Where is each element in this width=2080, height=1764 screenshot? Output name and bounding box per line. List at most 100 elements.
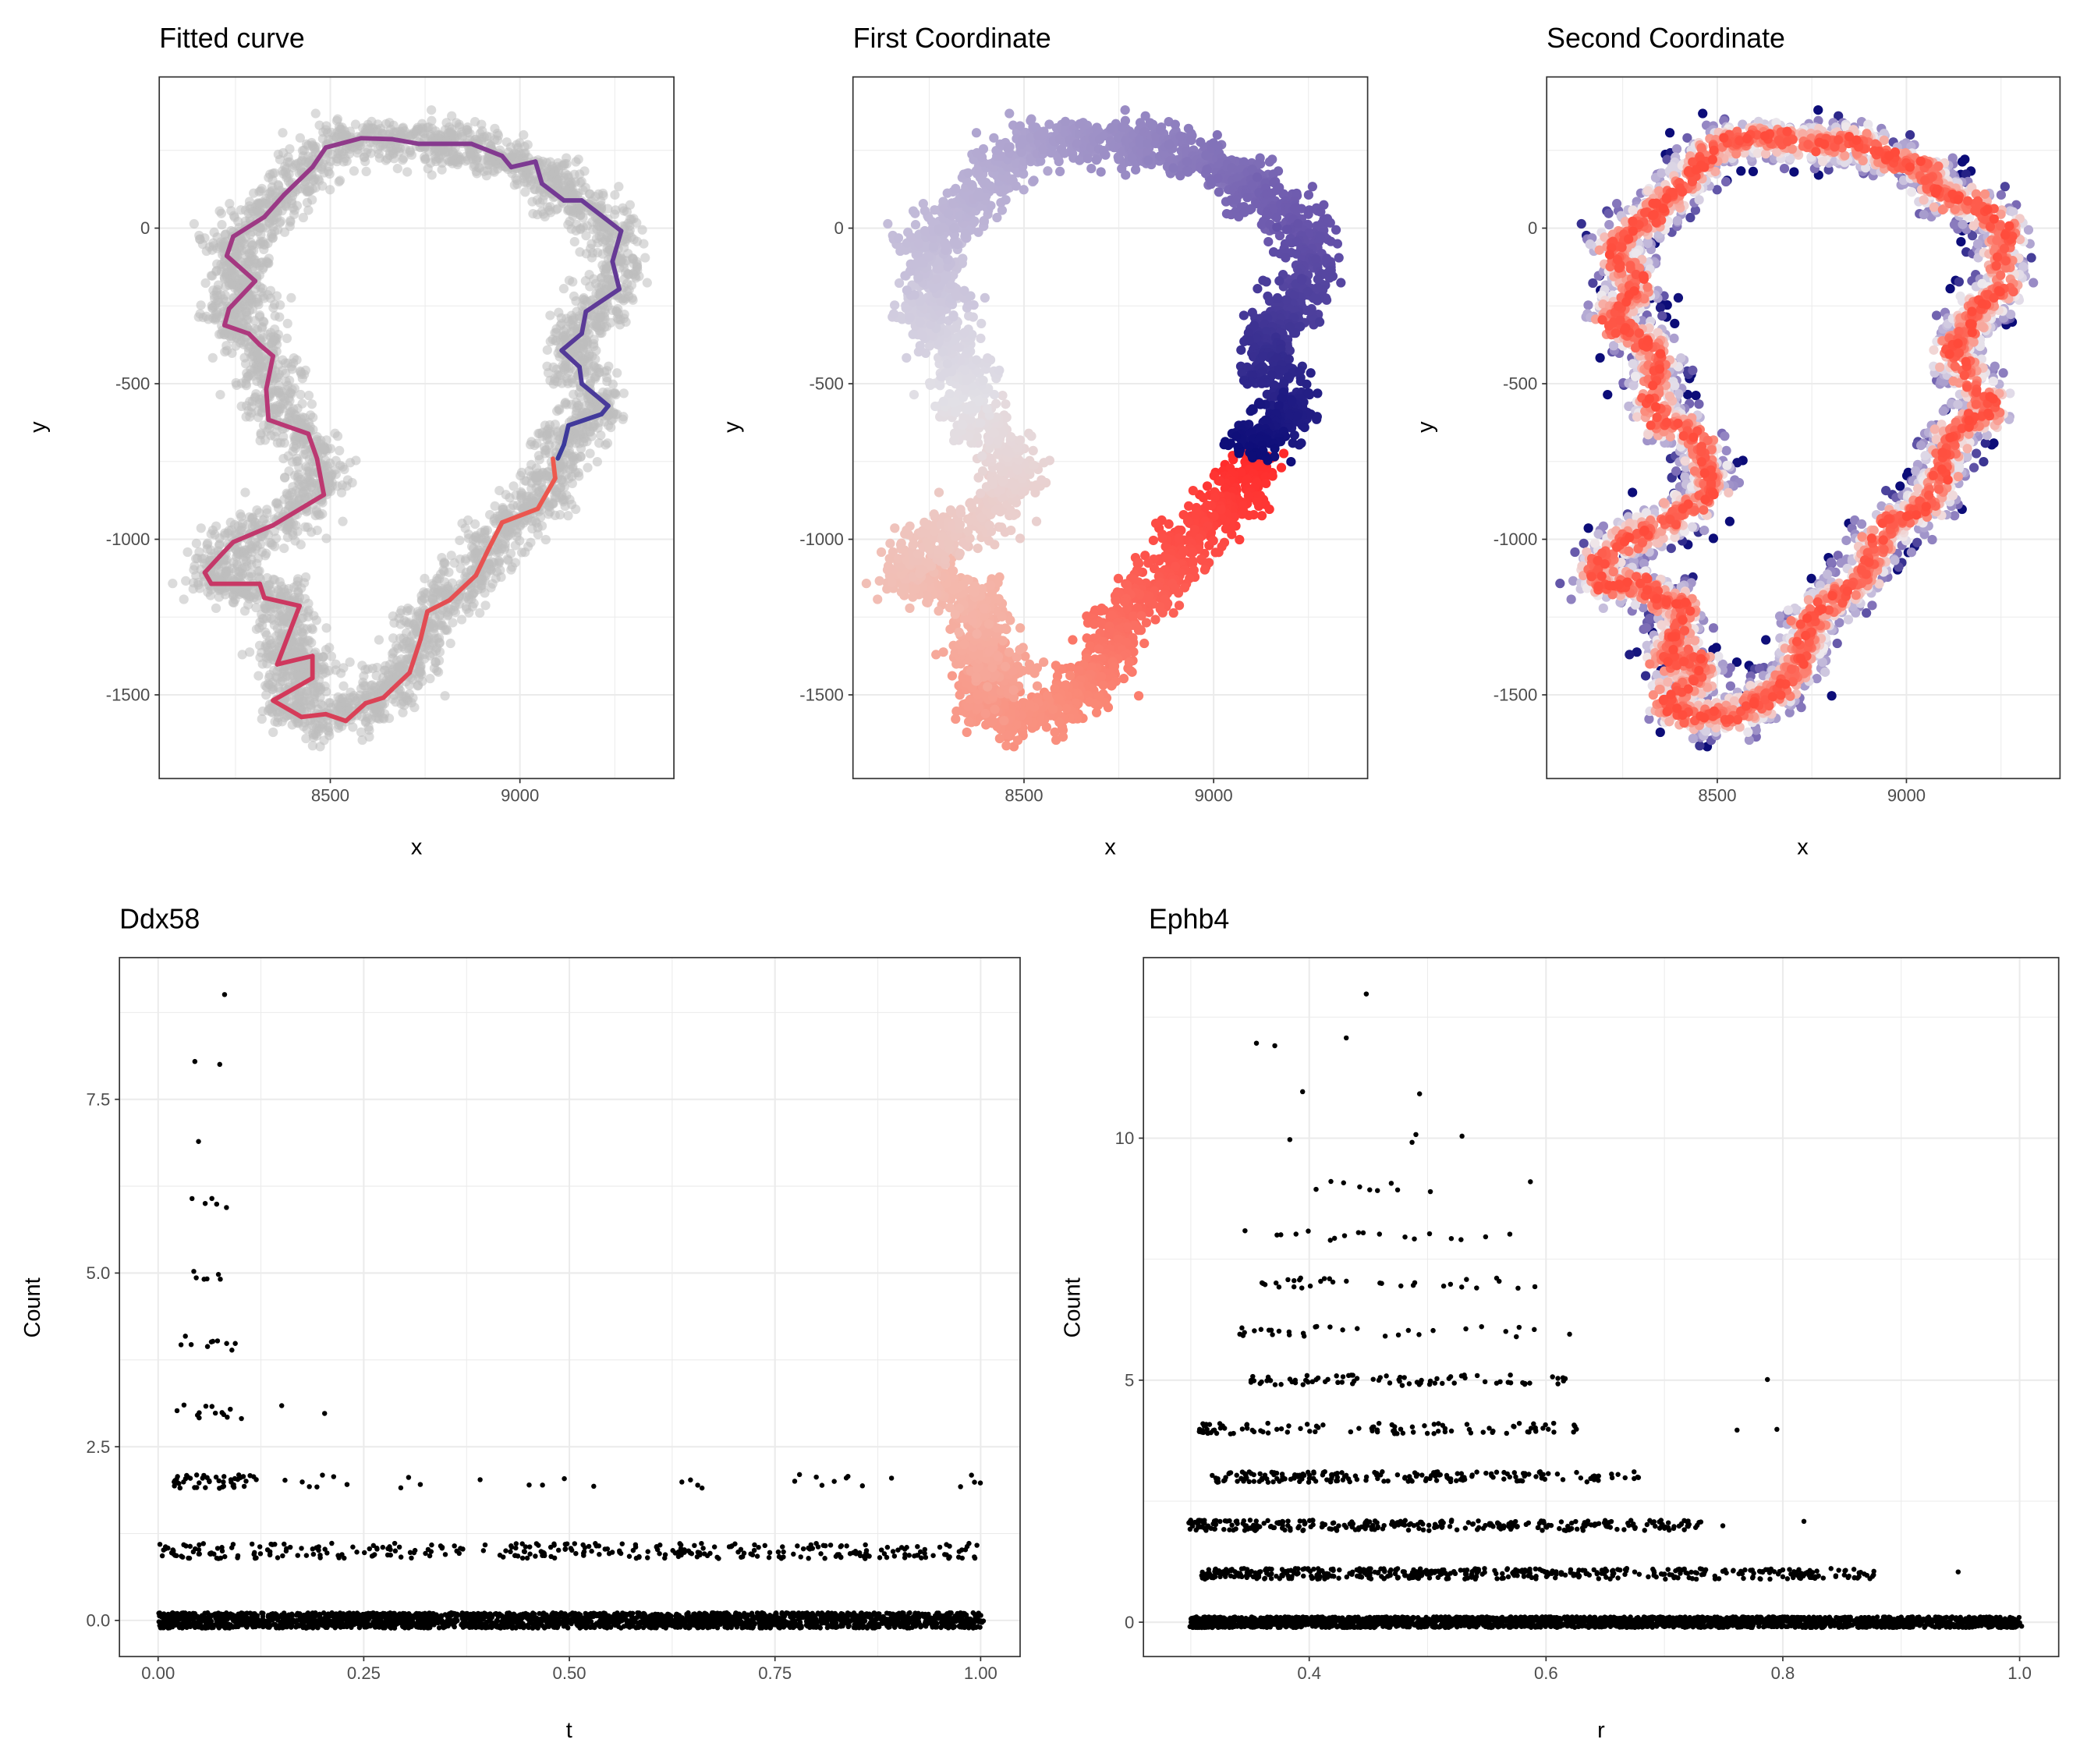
curve-segment <box>551 456 558 481</box>
curve-segment <box>299 711 328 720</box>
data-point <box>446 551 456 561</box>
data-point <box>236 205 246 215</box>
data-point <box>356 727 367 738</box>
data-point <box>207 352 218 363</box>
data-point <box>1148 535 1159 546</box>
data-point <box>349 166 360 176</box>
data-point <box>309 143 320 153</box>
data-point <box>250 544 261 554</box>
data-point <box>331 665 341 675</box>
data-point <box>413 122 423 133</box>
data-point <box>506 565 516 575</box>
data-point <box>596 430 606 441</box>
data-point <box>477 119 487 129</box>
data-point <box>392 163 402 174</box>
data-point <box>351 455 361 466</box>
data-point <box>292 580 302 590</box>
data-point <box>440 691 450 701</box>
data-point <box>361 166 371 177</box>
data-point <box>1261 478 1271 489</box>
data-point <box>551 406 562 416</box>
data-point <box>1174 533 1184 544</box>
data-point <box>640 253 650 263</box>
data-point <box>400 691 410 701</box>
data-point <box>191 538 201 548</box>
curve-segment <box>264 387 271 423</box>
data-point <box>475 607 485 618</box>
data-point <box>342 475 353 485</box>
data-point <box>592 456 602 467</box>
data-point <box>567 452 577 462</box>
data-point <box>286 292 296 303</box>
data-point <box>267 228 277 239</box>
data-point <box>431 657 441 668</box>
data-point <box>1208 536 1218 546</box>
data-point <box>349 690 359 701</box>
data-point <box>480 600 491 611</box>
data-point <box>567 472 577 482</box>
data-point <box>1174 600 1185 611</box>
data-point <box>558 172 569 182</box>
data-point <box>182 547 193 558</box>
data-point <box>296 389 306 400</box>
data-point <box>179 594 189 604</box>
data-point <box>243 371 253 382</box>
data-point <box>1210 492 1220 502</box>
data-point <box>462 125 472 135</box>
data-point <box>440 558 450 569</box>
data-point <box>490 501 500 512</box>
data-point <box>307 399 317 409</box>
data-point <box>260 627 271 637</box>
data-point <box>367 703 378 714</box>
data-point <box>1097 671 1107 682</box>
data-point <box>490 123 500 133</box>
data-point <box>417 596 427 606</box>
data-point <box>1216 505 1226 515</box>
data-point <box>245 396 255 406</box>
data-point <box>1157 533 1168 544</box>
data-point <box>1139 638 1150 649</box>
data-point <box>214 539 225 550</box>
data-point <box>278 355 288 365</box>
data-point <box>406 698 416 708</box>
data-point <box>612 368 622 378</box>
data-point <box>1256 511 1267 521</box>
data-point <box>1227 530 1237 540</box>
data-point <box>1125 666 1136 676</box>
data-point <box>637 225 647 235</box>
data-point <box>270 717 280 727</box>
x-tick-label: 8500 <box>311 785 349 805</box>
data-point <box>246 554 257 565</box>
data-point <box>310 108 321 119</box>
data-point <box>1150 518 1161 529</box>
data-point <box>642 278 652 288</box>
data-point <box>1278 448 1289 459</box>
data-point <box>229 591 239 601</box>
data-point <box>1150 615 1160 625</box>
data-point <box>225 199 235 209</box>
data-point <box>488 157 498 167</box>
data-point <box>1133 691 1144 701</box>
data-point <box>436 620 446 630</box>
data-point <box>338 681 349 691</box>
data-point <box>420 573 430 584</box>
data-point <box>395 619 406 629</box>
data-point <box>398 155 408 165</box>
data-point <box>464 607 474 618</box>
data-point <box>494 547 505 558</box>
data-point <box>618 388 629 398</box>
data-point <box>457 518 467 529</box>
data-point <box>255 223 266 233</box>
data-point <box>463 533 474 544</box>
data-point <box>520 187 530 197</box>
data-point <box>519 129 529 140</box>
data-point <box>585 448 595 459</box>
data-point <box>1119 597 1130 607</box>
data-point <box>1173 588 1184 598</box>
data-point <box>360 156 370 167</box>
data-point <box>1182 515 1193 526</box>
data-point <box>331 700 342 710</box>
data-point <box>432 666 442 676</box>
data-point <box>312 525 322 536</box>
data-point <box>606 422 616 433</box>
